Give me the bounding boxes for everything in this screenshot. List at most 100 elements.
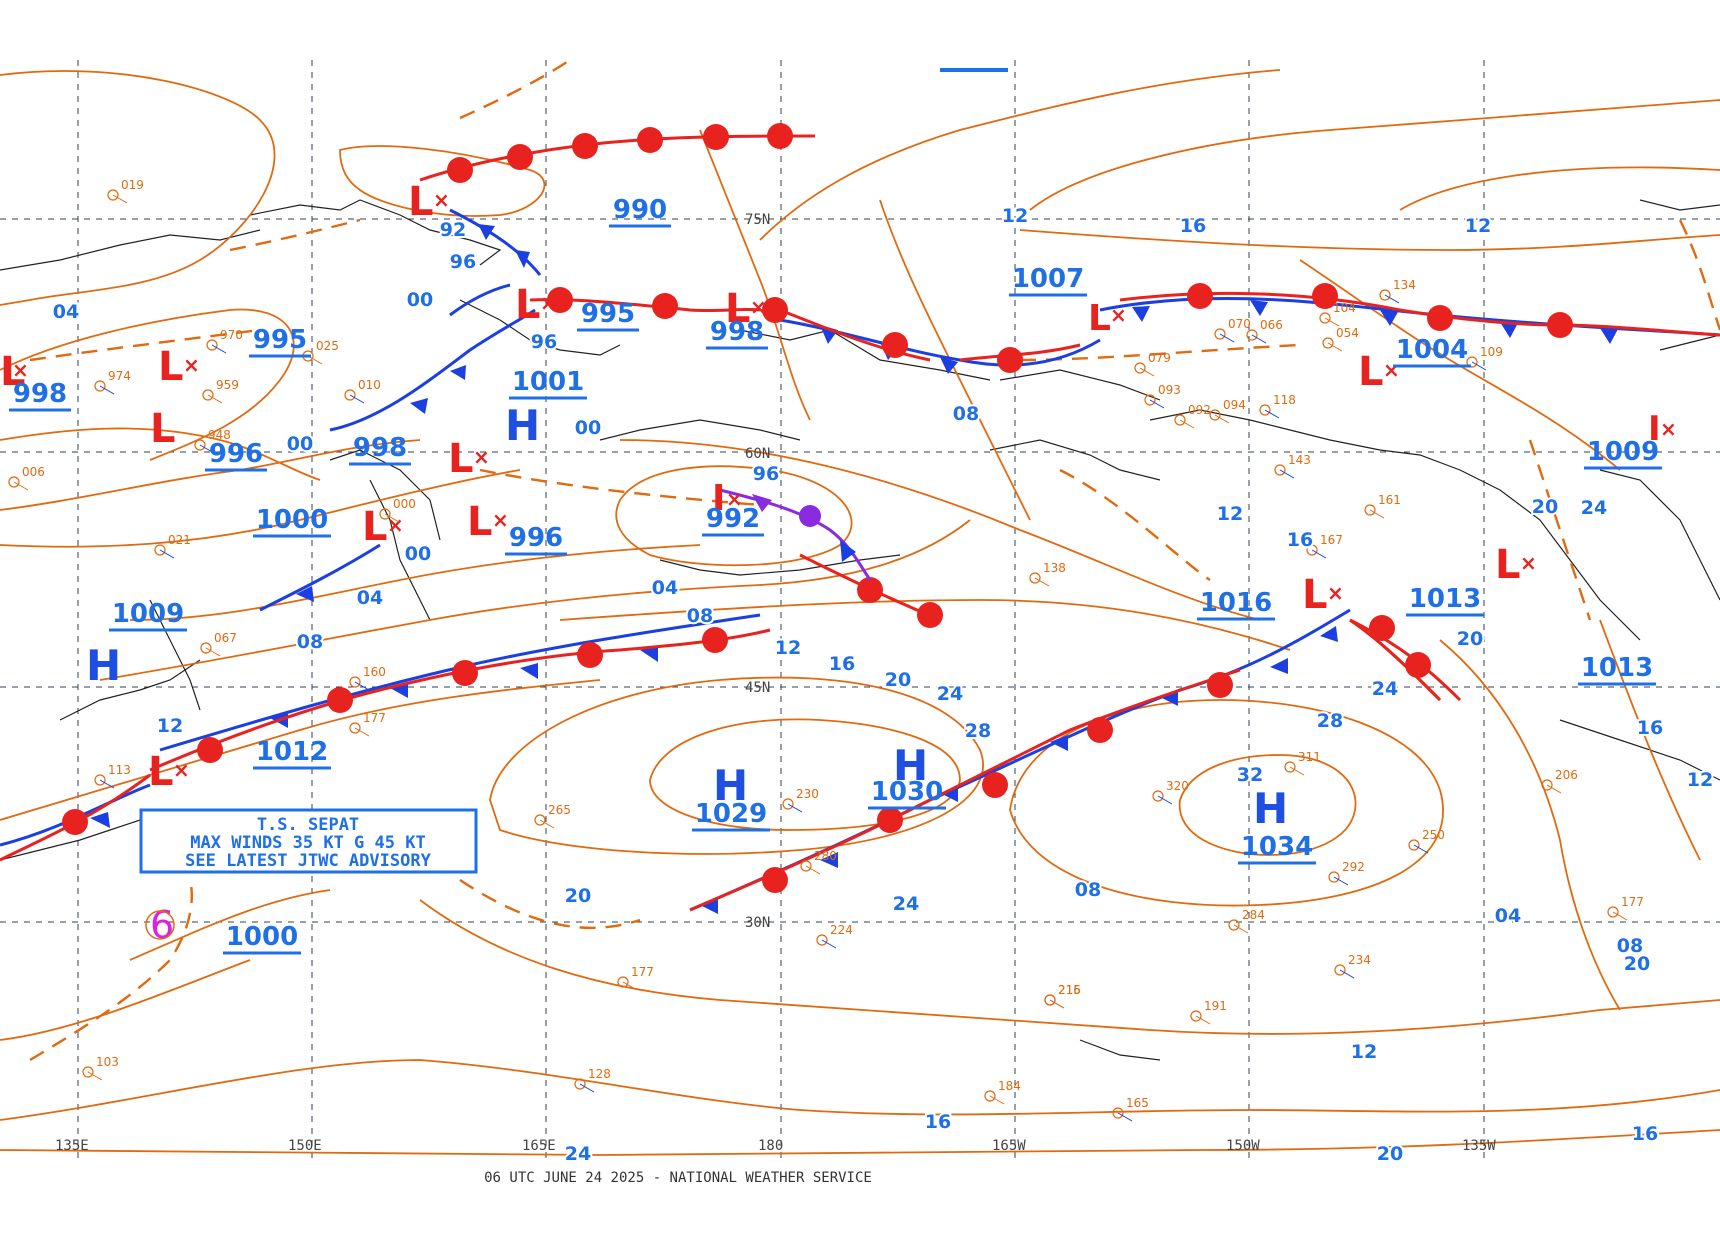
station-obs: 165 <box>1112 1096 1149 1122</box>
svg-text:284: 284 <box>1242 908 1265 922</box>
svg-text:×: × <box>183 353 200 377</box>
station-obs: 234 <box>1334 953 1371 979</box>
chart-footer: 06 UTC JUNE 24 2025 - NATIONAL WEATHER S… <box>484 1170 872 1186</box>
svg-text:093: 093 <box>1158 383 1181 397</box>
station-obs: 177 <box>1607 895 1644 921</box>
svg-text:×: × <box>1383 358 1400 382</box>
station-obs: 070 <box>1214 317 1251 343</box>
station-obs: 191 <box>1190 999 1227 1025</box>
pressure-center-value: 1029 <box>695 799 767 829</box>
station-obs: 959 <box>202 378 239 404</box>
svg-text:019: 019 <box>121 178 144 192</box>
isobar-label: 20 <box>1377 1143 1403 1165</box>
svg-text:×: × <box>12 358 29 382</box>
station-obs: 025 <box>302 339 339 365</box>
svg-text:265: 265 <box>548 803 571 817</box>
svg-text:177: 177 <box>631 965 654 979</box>
pressure-center-value: 1030 <box>871 777 943 807</box>
svg-text:103: 103 <box>96 1055 119 1069</box>
isobar-label: 20 <box>1532 496 1558 518</box>
svg-text:L: L <box>0 349 26 395</box>
svg-text:054: 054 <box>1336 326 1359 340</box>
station-obs: 113 <box>94 763 131 789</box>
svg-text:L: L <box>148 749 174 795</box>
pressure-center-value: 1000 <box>226 922 298 952</box>
pressure-center-value: 1013 <box>1581 653 1653 683</box>
svg-text:118: 118 <box>1273 393 1296 407</box>
isobar-label: 16 <box>1632 1123 1658 1145</box>
warm-fronts <box>0 134 1720 912</box>
isobar-label: 96 <box>753 463 779 485</box>
isobar-label: 12 <box>1465 215 1491 237</box>
svg-text:094: 094 <box>1223 398 1246 412</box>
isobar-label: 24 <box>893 893 919 915</box>
isobar-label: 24 <box>937 683 963 705</box>
isobar-label: 24 <box>565 1143 591 1165</box>
lat-label: 30N <box>745 915 770 931</box>
svg-text:L: L <box>158 344 184 390</box>
isobar-label: 16 <box>1637 717 1663 739</box>
station-obs: 118 <box>1259 393 1296 419</box>
isobar-label: 00 <box>287 433 313 455</box>
station-obs: 161 <box>1364 493 1401 519</box>
svg-text:×: × <box>1110 303 1127 327</box>
svg-text:×: × <box>387 513 404 537</box>
svg-text:161: 161 <box>1378 493 1401 507</box>
svg-text:×: × <box>540 291 557 315</box>
station-obs: 311 <box>1284 750 1321 776</box>
svg-text:206: 206 <box>1555 768 1578 782</box>
lon-label: 180 <box>758 1138 783 1154</box>
pressure-center-value: 1009 <box>112 599 184 629</box>
lon-label: 150W <box>1226 1138 1260 1154</box>
station-obs: 092 <box>1174 403 1211 429</box>
station-obs: 230 <box>782 787 819 813</box>
station-obs: 109 <box>1466 345 1503 371</box>
station-obs: 160 <box>349 665 386 691</box>
isobar-label: 00 <box>407 289 433 311</box>
isobar-label: 20 <box>885 669 911 691</box>
svg-text:067: 067 <box>214 631 237 645</box>
isobar-label: 16 <box>1180 215 1206 237</box>
pressure-center-value: 995 <box>581 299 635 329</box>
station-obs: 292 <box>1328 860 1365 886</box>
isobar-label: 00 <box>405 543 431 565</box>
svg-text:224: 224 <box>830 923 853 937</box>
svg-text:H: H <box>713 761 748 810</box>
station-obs: 224 <box>816 923 853 949</box>
station-obs: 000 <box>379 497 416 523</box>
grid-labels: 135E 150E 165E 180 165W 150W 135W 75N 60… <box>55 212 1496 1154</box>
pressure-center-value: 1001 <box>512 367 584 397</box>
isobar-label: 20 <box>1624 953 1650 975</box>
station-obs: 143 <box>1274 453 1311 479</box>
isobar-label: 08 <box>1075 879 1101 901</box>
pressure-center-value: 1016 <box>1200 588 1272 618</box>
station-obs: 103 <box>82 1055 119 1081</box>
station-obs: 184 <box>984 1079 1021 1105</box>
svg-text:165: 165 <box>1126 1096 1149 1110</box>
svg-text:L: L <box>725 286 751 332</box>
svg-text:177: 177 <box>1621 895 1644 909</box>
svg-text:L: L <box>515 282 541 328</box>
station-obs: 134 <box>1379 278 1416 304</box>
isobar-label: 12 <box>1687 769 1713 791</box>
svg-text:H: H <box>893 741 928 790</box>
svg-text:216: 216 <box>1058 983 1081 997</box>
pressure-center-value: 1034 <box>1241 832 1313 862</box>
svg-text:066: 066 <box>1260 318 1283 332</box>
station-obs: 010 <box>344 378 381 404</box>
station-obs: 094 <box>1209 398 1246 424</box>
svg-text:292: 292 <box>1342 860 1365 874</box>
pressure-center-value: 992 <box>706 504 760 534</box>
lat-label: 45N <box>745 680 770 696</box>
isobar-label: 96 <box>450 251 476 273</box>
advisory-line-3: SEE LATEST JTWC ADVISORY <box>185 851 431 871</box>
pressure-center-value: 990 <box>613 195 667 225</box>
svg-text:H: H <box>86 641 121 690</box>
svg-text:177: 177 <box>363 711 386 725</box>
isobar-label: 24 <box>1581 497 1607 519</box>
svg-text:160: 160 <box>363 665 386 679</box>
svg-text:I: I <box>1648 409 1661 449</box>
svg-text:250: 250 <box>1422 828 1445 842</box>
station-obs: 280 <box>800 849 837 875</box>
